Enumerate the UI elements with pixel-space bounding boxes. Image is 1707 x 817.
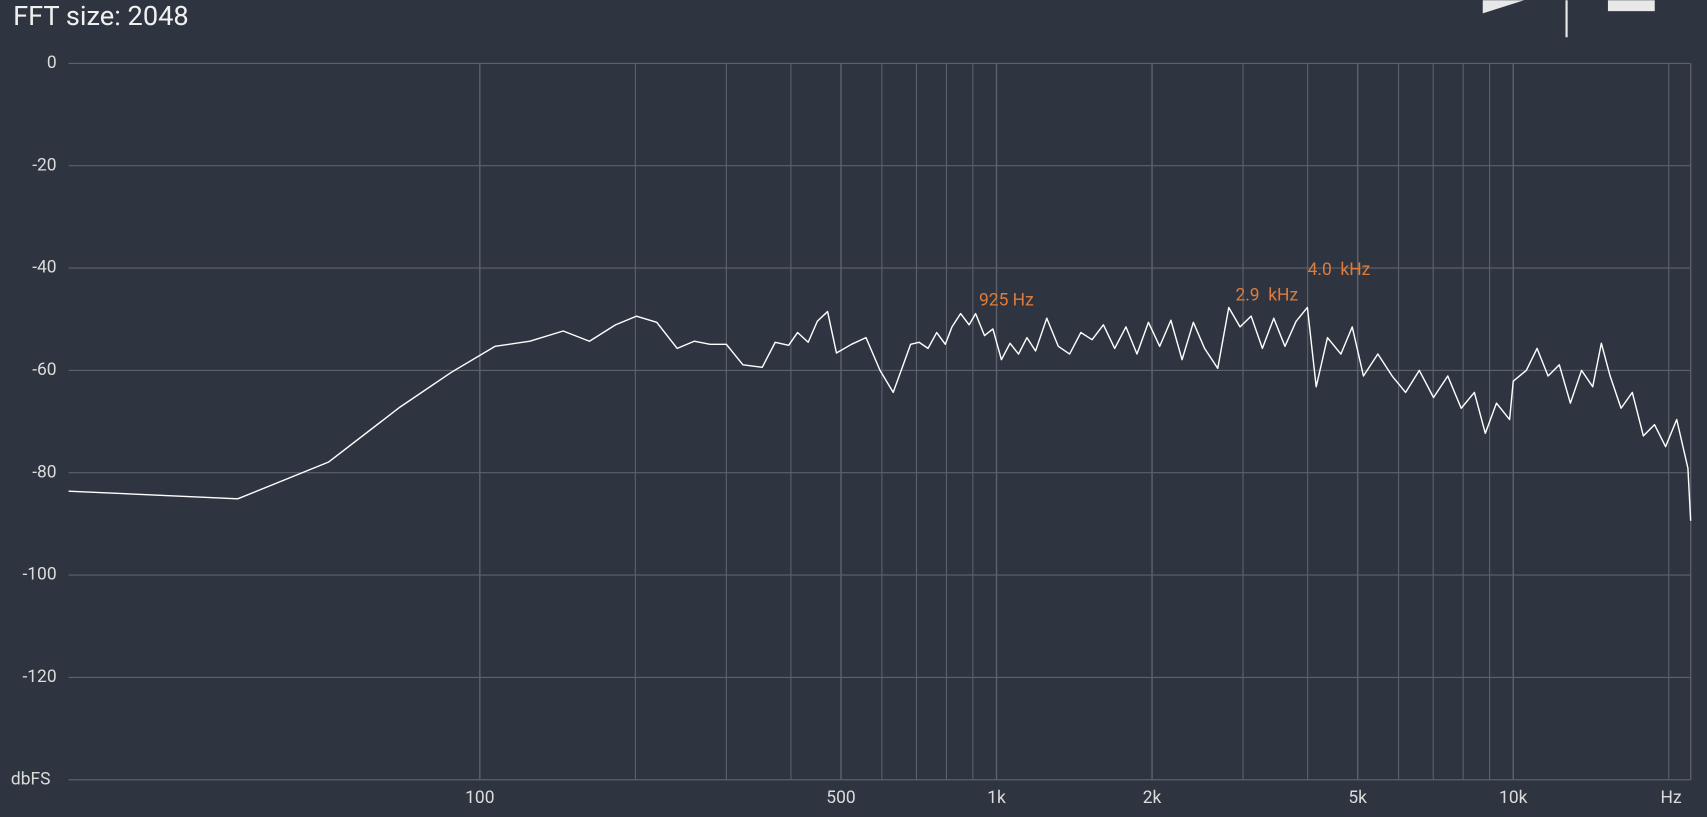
y-tick-label: -20 bbox=[32, 155, 56, 175]
x-tick-label: 100 bbox=[465, 788, 494, 808]
y-axis-label: dbFS bbox=[11, 769, 51, 789]
spectrum-line bbox=[68, 306, 1692, 521]
x-axis-label: Hz bbox=[1661, 788, 1682, 808]
y-tick-label: -120 bbox=[22, 667, 56, 687]
x-tick-label: 5k bbox=[1348, 788, 1367, 808]
y-tick-label: 0 bbox=[47, 53, 57, 73]
peak-label: 4.0 kHz bbox=[1308, 260, 1371, 280]
x-tick-label: 500 bbox=[826, 788, 855, 808]
y-tick-label: -100 bbox=[22, 565, 56, 585]
x-tick-label: 1k bbox=[987, 788, 1006, 808]
peak-label: 925 Hz bbox=[979, 291, 1034, 311]
y-tick-label: -40 bbox=[32, 258, 56, 278]
x-tick-label: 10k bbox=[1499, 788, 1528, 808]
menu-icon[interactable] bbox=[1607, 0, 1655, 12]
chart-title: FFT size: 2048 bbox=[13, 0, 189, 32]
x-tick-label: 2k bbox=[1143, 788, 1162, 808]
peak-label: 2.9 kHz bbox=[1235, 286, 1298, 306]
y-tick-label: -80 bbox=[32, 462, 56, 482]
y-tick-label: -60 bbox=[32, 360, 56, 380]
